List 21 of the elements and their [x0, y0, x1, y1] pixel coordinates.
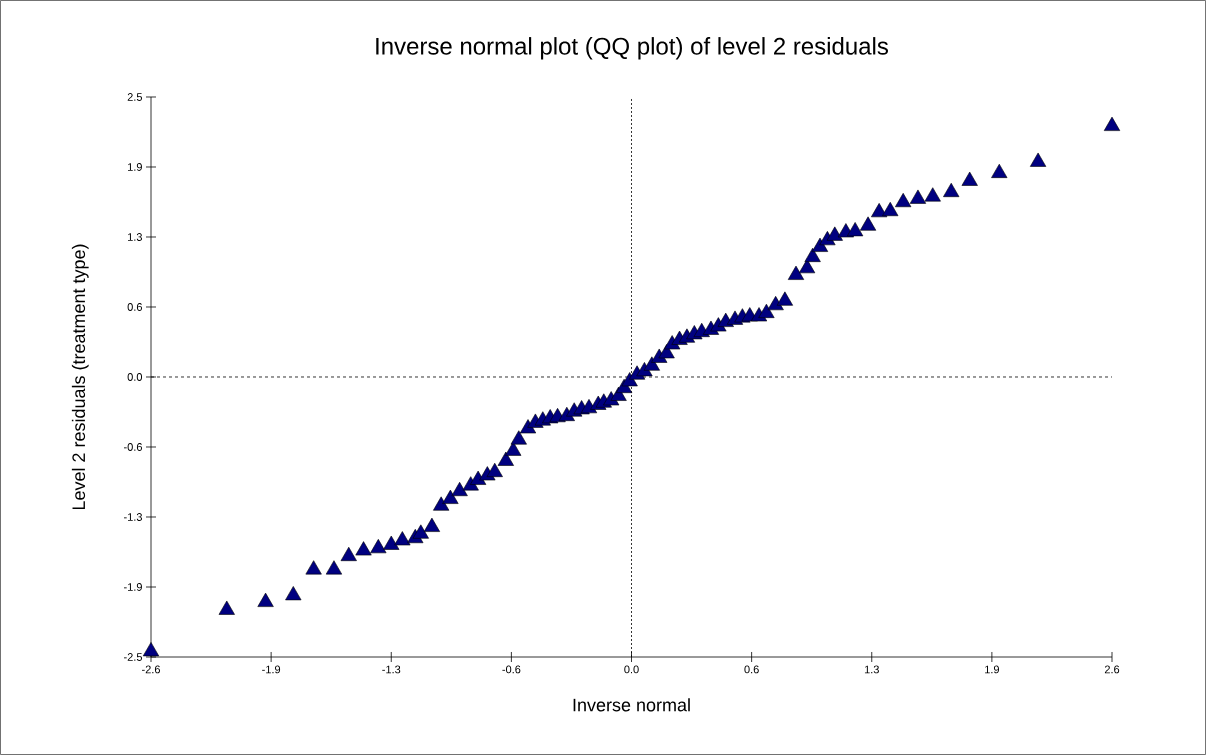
y-axis-title: Level 2 residuals (treatment type) — [71, 244, 89, 510]
y-tick-label: -2.5 — [124, 653, 142, 661]
y-tick-label: -1.9 — [124, 583, 142, 591]
x-tick-label: 2.6 — [1104, 665, 1120, 674]
y-tick-label: 2.5 — [127, 93, 142, 101]
y-tick-label: 0.6 — [127, 303, 142, 311]
x-tick-label: 0.6 — [744, 665, 759, 674]
y-tick-label: -0.6 — [124, 443, 142, 451]
x-tick-label: -1.9 — [262, 665, 281, 674]
x-axis-title: Inverse normal — [573, 698, 690, 712]
x-tick-label: -1.3 — [382, 665, 401, 674]
chart-title: Inverse normal plot (QQ plot) of level 2 residuals — [376, 37, 888, 60]
y-tick-label: 1.3 — [128, 233, 142, 241]
x-tick-label: 0.0 — [624, 665, 639, 674]
y-tick-label: -1.3 — [124, 513, 142, 521]
x-tick-label: 1.9 — [985, 665, 1000, 674]
x-tick-label: -0.6 — [502, 665, 521, 674]
y-tick-label: 1.9 — [128, 163, 142, 171]
y-tick-label: 0.0 — [127, 373, 143, 381]
x-tick-label: 1.3 — [864, 665, 879, 674]
x-tick-label: -2.6 — [142, 665, 160, 674]
